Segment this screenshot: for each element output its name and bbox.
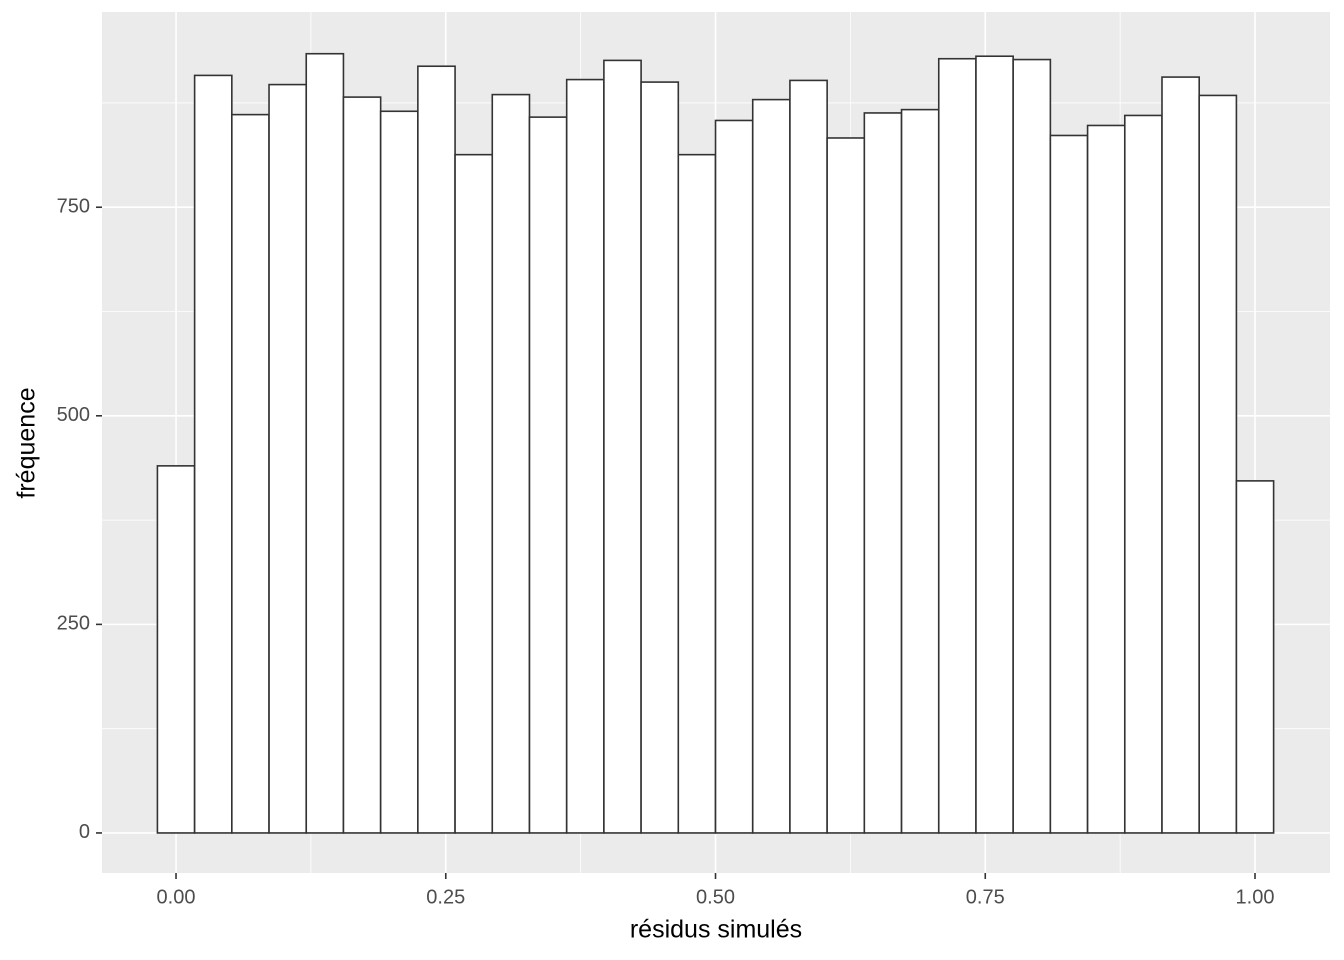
y-tick-label: 250 <box>57 613 90 635</box>
bar <box>528 116 568 834</box>
bar <box>491 93 531 834</box>
y-tick-label: 500 <box>57 404 90 426</box>
x-tick-label: 0.50 <box>696 886 735 908</box>
bar <box>937 57 977 834</box>
x-axis-title: résidus simulés <box>630 916 802 944</box>
axes: 0.00 0.25 0.50 0.75 1.00 0 250 500 750 <box>57 196 1275 909</box>
bar <box>193 74 233 834</box>
y-axis-title: fréquence <box>13 387 41 498</box>
bar <box>1235 480 1275 834</box>
bar <box>342 96 382 834</box>
bar <box>975 55 1014 834</box>
bar <box>1123 114 1163 834</box>
bar <box>1161 76 1201 834</box>
bar <box>1198 94 1238 834</box>
bar <box>379 110 419 834</box>
bar <box>863 112 903 834</box>
bar <box>156 465 196 834</box>
bar <box>305 52 345 834</box>
bars <box>156 52 1275 834</box>
x-tick-label: 0.75 <box>966 886 1005 908</box>
x-tick-label: 1.00 <box>1236 886 1275 908</box>
bar <box>826 137 866 834</box>
bar <box>677 153 717 834</box>
bar <box>751 98 791 834</box>
bar <box>1049 134 1089 834</box>
bar <box>789 79 828 834</box>
bar <box>1012 58 1052 834</box>
bar <box>1086 124 1126 834</box>
bar <box>454 153 494 834</box>
y-tick-label: 750 <box>57 196 90 218</box>
bar <box>900 108 940 834</box>
x-tick-label: 0.00 <box>157 886 196 908</box>
bar <box>640 81 680 834</box>
bar <box>268 83 308 834</box>
bar <box>603 59 642 834</box>
bar <box>714 119 754 834</box>
y-tick-label: 0 <box>79 821 90 843</box>
x-tick-label: 0.25 <box>426 886 465 908</box>
bar <box>565 78 605 834</box>
bar <box>231 113 270 834</box>
bar <box>417 65 456 834</box>
